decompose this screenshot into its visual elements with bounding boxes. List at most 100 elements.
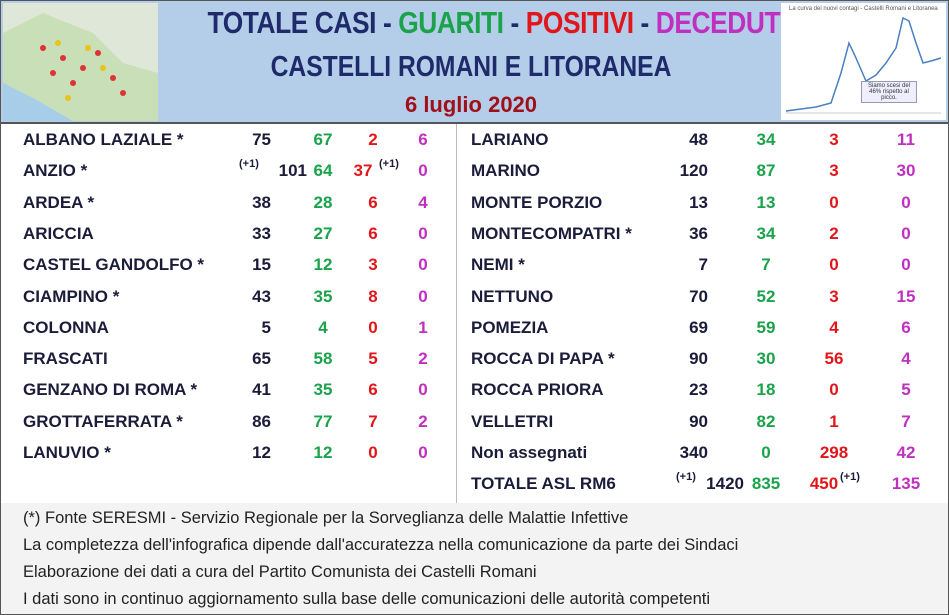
subtitle: CASTELLI ROMANI E LITORANEA: [270, 51, 672, 83]
positive: 8: [368, 286, 378, 306]
recovered: 87: [756, 161, 776, 181]
deceased: 0: [418, 223, 428, 243]
municipality-name: NETTUNO: [471, 286, 554, 306]
deceased: 0: [418, 255, 428, 275]
municipality-name: MONTECOMPATRI *: [471, 223, 632, 243]
positive: 6: [368, 223, 378, 243]
total-cases: 340: [679, 443, 708, 462]
deceased: 6: [901, 317, 911, 337]
header: TOTALE CASI - GUARITI - POSITIVI - DECED…: [1, 1, 948, 122]
total-cases: 101: [278, 161, 307, 181]
deceased: 0: [901, 255, 911, 275]
recovered: 12: [313, 255, 333, 275]
total-cases: 33: [252, 223, 271, 243]
deceased: 5: [901, 380, 911, 400]
recovered: 835: [751, 474, 781, 494]
municipality-name: MONTE PORZIO: [471, 192, 603, 212]
recovered: 77: [313, 411, 333, 431]
municipality-name: GROTTAFERRATA *: [23, 411, 183, 431]
total-cases: 48: [689, 130, 708, 149]
deceased: 42: [896, 443, 916, 462]
positive: 2: [829, 223, 839, 243]
total-cases: 90: [689, 411, 708, 431]
municipality-name: VELLETRI: [471, 411, 554, 431]
deceased: 1: [418, 317, 428, 337]
footer: (*) Fonte SERESMI - Servizio Regionale p…: [1, 503, 948, 614]
positive: 56: [824, 349, 844, 369]
total-cases: 36: [689, 223, 708, 243]
positive: 7: [368, 411, 378, 431]
total-cases: 75: [252, 130, 271, 149]
footer-line: (*) Fonte SERESMI - Servizio Regionale p…: [23, 509, 629, 527]
total-cases: 69: [689, 317, 708, 337]
municipality-name: GENZANO DI ROMA *: [23, 380, 198, 400]
total-note: (+1): [239, 158, 259, 171]
recovered: 18: [756, 380, 776, 400]
deceased: 0: [901, 192, 911, 212]
chart-caption: La curva dei nuovi contagi - Castelli Ro…: [789, 6, 938, 12]
chart-line: [785, 16, 942, 114]
recovered: 34: [756, 223, 776, 243]
deceased: 0: [418, 286, 428, 306]
total-cases: 7: [698, 255, 708, 275]
municipality-name: LANUVIO *: [23, 443, 111, 462]
total-cases: 70: [689, 286, 708, 306]
municipality-name: ARICCIA: [23, 223, 94, 243]
recovered: 58: [313, 349, 333, 369]
total-cases: 23: [689, 380, 708, 400]
chart-thumbnail: La curva dei nuovi contagi - Castelli Ro…: [781, 3, 946, 120]
recovered: 12: [313, 443, 333, 462]
table: ALBANO LAZIALE * 75 67 2 6 ANZIO * 101 (+1) 64 37…: [1, 122, 948, 505]
total-cases: 43: [252, 286, 271, 306]
deceased: 11: [897, 130, 915, 149]
municipality-name: NEMI *: [471, 255, 525, 275]
total-cases: 38: [252, 192, 271, 212]
positive: 0: [368, 443, 378, 462]
municipality-name: LARIANO: [471, 130, 549, 149]
deceased: 0: [418, 161, 428, 181]
footer-line: I dati sono in continuo aggiornamento su…: [23, 590, 711, 608]
municipality-name: COLONNA: [23, 317, 109, 337]
deceased: 0: [418, 380, 428, 400]
municipality-name: TOTALE ASL RM6: [471, 474, 616, 494]
recovered: 82: [756, 411, 776, 431]
title-part: POSITIVI: [525, 5, 634, 40]
deceased: 4: [901, 349, 911, 369]
footer-line: Elaborazione dei dati a cura del Partito…: [23, 563, 537, 581]
recovered: 52: [756, 286, 776, 306]
positive: 4: [829, 317, 839, 337]
title-separator: -: [510, 5, 519, 40]
deceased: 4: [418, 192, 428, 212]
positive: 3: [368, 255, 378, 275]
positive: 450: [809, 474, 839, 494]
municipality-name: POMEZIA: [471, 317, 549, 337]
recovered: 28: [313, 192, 333, 212]
positive-note: (+1): [840, 471, 860, 484]
positive: 6: [368, 192, 378, 212]
positive: 6: [368, 380, 378, 400]
positive-note: (+1): [379, 158, 399, 171]
total-note: (+1): [676, 471, 696, 484]
municipality-name: CASTEL GANDOLFO *: [23, 255, 205, 275]
map-image: [3, 3, 158, 121]
deceased: 15: [896, 286, 916, 306]
title-separator: -: [382, 5, 392, 40]
municipality-name: ANZIO *: [23, 161, 88, 181]
title-separator: -: [640, 5, 650, 40]
total-cases: 90: [689, 349, 708, 369]
positive: 1: [829, 411, 839, 431]
total-cases: 13: [689, 192, 708, 212]
title-part: DECEDUTI: [655, 5, 788, 40]
municipality-name: Non assegnati: [471, 443, 588, 462]
total-cases: 5: [261, 317, 271, 337]
chart-note: Siamo scesi del 46% rispetto al picco.: [861, 81, 917, 103]
title-part: GUARITI: [398, 5, 504, 40]
deceased: 135: [891, 474, 921, 494]
recovered: 59: [756, 317, 776, 337]
title-part: TOTALE CASI: [207, 5, 377, 40]
recovered: 0: [761, 443, 771, 462]
deceased: 2: [418, 411, 428, 431]
title: TOTALE CASI - GUARITI - POSITIVI - DECED…: [207, 5, 788, 41]
recovered: 64: [313, 161, 333, 181]
positive: 3: [829, 286, 839, 306]
